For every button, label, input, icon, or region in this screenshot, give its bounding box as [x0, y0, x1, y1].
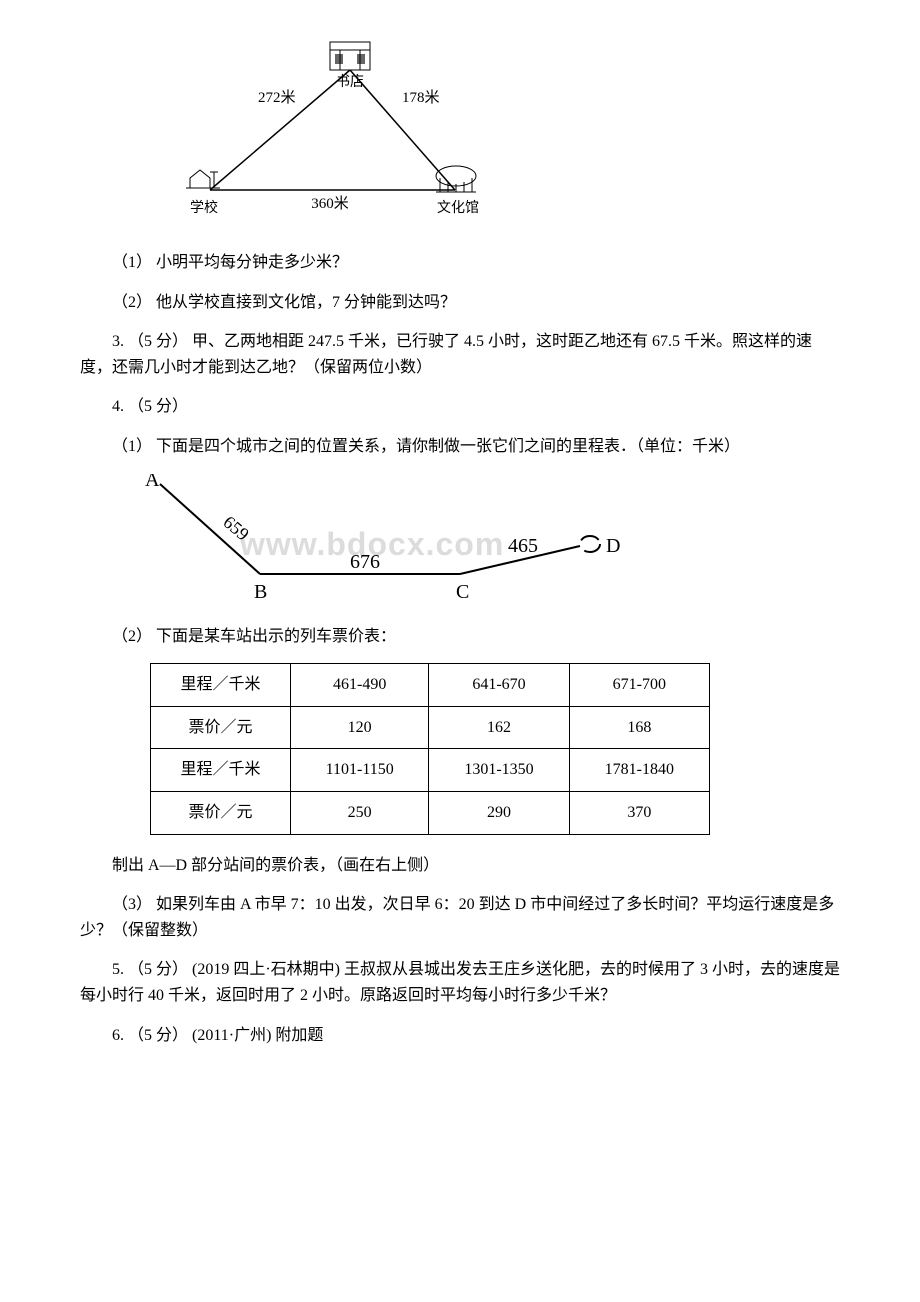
table-row: 里程／千米 1101-1150 1301-1350 1781-1840 [151, 749, 710, 792]
cell: 250 [291, 791, 429, 834]
cell: 671-700 [569, 664, 709, 707]
question-1-1: （1） 小明平均每分钟走多少米？ [80, 250, 840, 276]
cell: 290 [429, 791, 569, 834]
make-price-table-instruction: 制出 A—D 部分站间的票价表，（画在右上侧） [80, 853, 840, 879]
question-4-2: （2） 下面是某车站出示的列车票价表： [80, 624, 840, 650]
cell: 641-670 [429, 664, 569, 707]
cell: 1301-1350 [429, 749, 569, 792]
cell: 里程／千米 [151, 664, 291, 707]
svg-text:C: C [456, 581, 469, 603]
svg-text:659: 659 [219, 511, 253, 544]
question-6: 6. （5 分） (2011·广州) 附加题 [80, 1023, 840, 1049]
svg-text:学校: 学校 [190, 199, 218, 216]
question-4-3: （3） 如果列车由 A 市早 7：10 出发，次日早 6：20 到达 D 市中间… [80, 892, 840, 943]
svg-text:文化馆: 文化馆 [437, 200, 479, 216]
svg-text:书店: 书店 [336, 74, 364, 90]
question-4-1: （1） 下面是四个城市之间的位置关系，请你制做一张它们之间的里程表．（单位：千米… [80, 434, 840, 460]
cell: 120 [291, 706, 429, 749]
cell: 1101-1150 [291, 749, 429, 792]
table-row: 票价／元 250 290 370 [151, 791, 710, 834]
table-row: 票价／元 120 162 168 [151, 706, 710, 749]
svg-text:272米: 272米 [258, 89, 296, 106]
svg-text:D: D [606, 535, 620, 557]
svg-text:360米: 360米 [311, 195, 349, 212]
cell: 票价／元 [151, 706, 291, 749]
question-5: 5. （5 分） (2019 四上·石林期中) 王叔叔从县城出发去王庄乡送化肥，… [80, 957, 840, 1008]
question-4: 4. （5 分） [80, 394, 840, 420]
route-triangle-diagram: 书店 学校 文化馆 272米 178米 360米 [180, 30, 500, 230]
svg-text:178米: 178米 [402, 89, 440, 106]
cell: 里程／千米 [151, 749, 291, 792]
cell: 162 [429, 706, 569, 749]
svg-text:B: B [254, 581, 267, 603]
cell: 370 [569, 791, 709, 834]
question-3: 3. （5 分） 甲、乙两地相距 247.5 千米，已行驶了 4.5 小时，这时… [80, 329, 840, 380]
cell: 1781-1840 [569, 749, 709, 792]
table-row: 里程／千米 461-490 641-670 671-700 [151, 664, 710, 707]
svg-text:A: A [145, 474, 160, 491]
svg-text:465: 465 [508, 535, 538, 557]
cell: 168 [569, 706, 709, 749]
question-1-2: （2） 他从学校直接到文化馆，7 分钟能到达吗？ [80, 290, 840, 316]
cities-distance-diagram: www.bdocx.com A 659 B 676 C 465 D [140, 474, 620, 614]
train-price-table: 里程／千米 461-490 641-670 671-700 票价／元 120 1… [150, 663, 710, 834]
cell: 票价／元 [151, 791, 291, 834]
svg-text:676: 676 [350, 551, 380, 573]
cell: 461-490 [291, 664, 429, 707]
